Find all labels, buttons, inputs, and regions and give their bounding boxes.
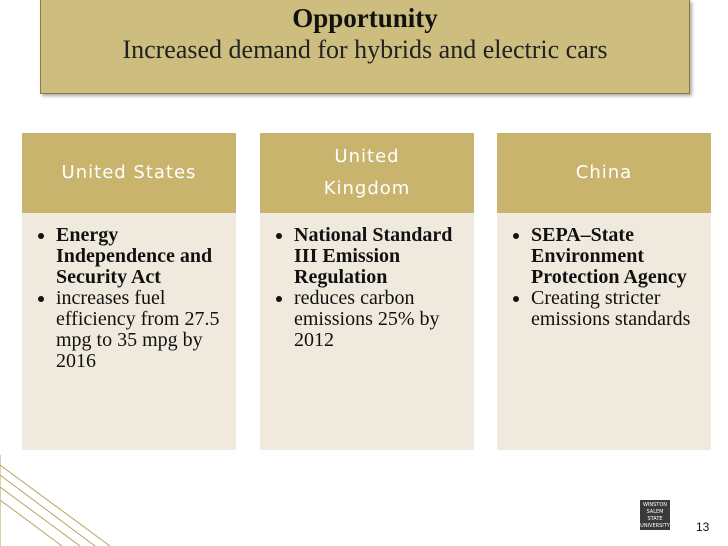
- heading-text: China: [575, 162, 633, 183]
- column: United Kingdom National Standard III Emis…: [260, 133, 474, 450]
- bullet: increases fuel efficiency from 27.5 mpg …: [56, 288, 226, 372]
- column: United States Energy Independence and Sec…: [22, 133, 236, 450]
- title: Opportunity: [292, 3, 438, 33]
- bullet: Energy Independence and Security Act: [56, 225, 226, 288]
- bullet: Creating stricter emissions standards: [531, 288, 701, 330]
- bullet-list: National Standard III Emission Regulatio…: [260, 225, 474, 351]
- logo-text: SALEM: [646, 509, 664, 515]
- logo-text: WINSTON: [642, 502, 668, 508]
- logo: WINSTON SALEM STATE UNIVERSITY: [640, 500, 670, 530]
- bullet-list: SEPA–State Environment Protection Agency…: [497, 225, 711, 330]
- bullet: reduces carbon emissions 25% by 2012: [294, 288, 464, 351]
- column-heading: United States: [22, 133, 236, 213]
- column: China SEPA–State Environment Protection A…: [497, 133, 711, 450]
- bullet: National Standard III Emission Regulatio…: [294, 225, 464, 288]
- bullet-list: Energy Independence and Security Actincr…: [22, 225, 236, 372]
- logo-text: STATE: [647, 516, 663, 522]
- heading-text: United States: [61, 162, 197, 183]
- column-heading: United Kingdom: [260, 133, 474, 213]
- logo-text: UNIVERSITY: [640, 523, 670, 529]
- subtitle: Increased demand for hybrids and electri…: [122, 35, 608, 64]
- heading-text: United Kingdom: [323, 146, 411, 199]
- title-box: Opportunity Increased demand for hybrids…: [40, 0, 690, 94]
- bullet: SEPA–State Environment Protection Agency: [531, 225, 701, 288]
- decoration: [0, 455, 111, 546]
- column-heading: China: [497, 133, 711, 213]
- page-number: 13: [696, 520, 710, 534]
